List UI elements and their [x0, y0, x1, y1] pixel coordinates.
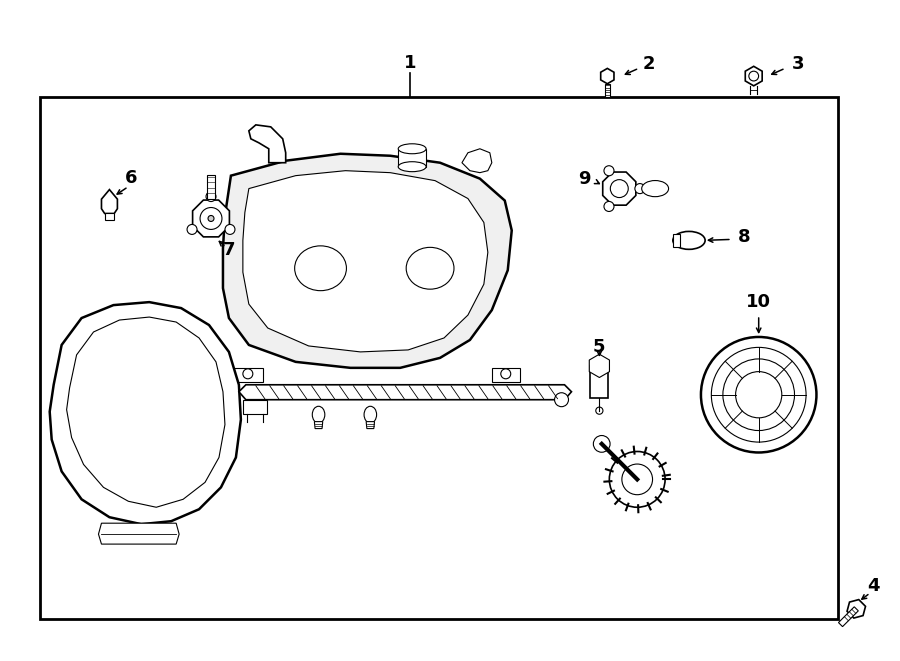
Polygon shape: [193, 200, 230, 237]
Bar: [243, 400, 266, 414]
Bar: [673, 234, 680, 247]
Bar: [590, 366, 608, 398]
Ellipse shape: [398, 162, 426, 172]
Polygon shape: [603, 172, 635, 205]
Text: 7: 7: [222, 241, 235, 259]
Polygon shape: [223, 154, 512, 368]
Text: 8: 8: [737, 229, 750, 247]
Polygon shape: [847, 600, 866, 618]
Circle shape: [187, 225, 197, 235]
Polygon shape: [590, 354, 609, 377]
Polygon shape: [248, 125, 285, 163]
Circle shape: [225, 225, 235, 235]
Text: 5: 5: [593, 338, 606, 356]
Circle shape: [200, 208, 222, 229]
Text: 9: 9: [578, 170, 590, 188]
Ellipse shape: [364, 407, 376, 423]
Polygon shape: [600, 68, 614, 84]
Polygon shape: [98, 524, 179, 544]
Circle shape: [593, 436, 610, 452]
Polygon shape: [67, 317, 225, 507]
Ellipse shape: [312, 407, 325, 423]
Polygon shape: [243, 171, 488, 352]
Ellipse shape: [398, 144, 426, 154]
Text: 1: 1: [404, 54, 417, 72]
Circle shape: [622, 464, 652, 494]
Polygon shape: [745, 66, 762, 86]
Circle shape: [735, 371, 782, 418]
Circle shape: [604, 202, 614, 212]
Circle shape: [701, 337, 816, 453]
Polygon shape: [50, 302, 241, 524]
Bar: [398, 149, 426, 167]
Ellipse shape: [673, 231, 705, 249]
Bar: [491, 368, 519, 382]
Text: 6: 6: [125, 169, 138, 186]
Text: 10: 10: [746, 293, 771, 311]
Circle shape: [604, 166, 614, 176]
Circle shape: [609, 451, 665, 507]
Circle shape: [749, 71, 759, 81]
Polygon shape: [839, 607, 859, 627]
Polygon shape: [238, 385, 572, 400]
Circle shape: [206, 192, 216, 202]
Polygon shape: [605, 84, 610, 97]
Circle shape: [208, 215, 214, 221]
Polygon shape: [314, 422, 323, 428]
Circle shape: [500, 369, 510, 379]
Circle shape: [634, 184, 645, 194]
Polygon shape: [366, 422, 374, 428]
Bar: [104, 214, 114, 220]
Polygon shape: [462, 149, 491, 173]
Circle shape: [610, 180, 628, 198]
Ellipse shape: [642, 180, 669, 197]
Polygon shape: [102, 190, 117, 214]
Circle shape: [723, 359, 795, 430]
Circle shape: [711, 348, 806, 442]
Ellipse shape: [406, 247, 454, 289]
Bar: [40, 97, 839, 619]
Circle shape: [554, 393, 569, 407]
Circle shape: [243, 369, 253, 379]
Ellipse shape: [294, 246, 346, 291]
Bar: [233, 368, 263, 382]
Text: 3: 3: [792, 55, 805, 73]
Circle shape: [596, 407, 603, 414]
Text: 4: 4: [867, 577, 879, 595]
Text: 2: 2: [643, 55, 655, 73]
Bar: [207, 175, 215, 198]
